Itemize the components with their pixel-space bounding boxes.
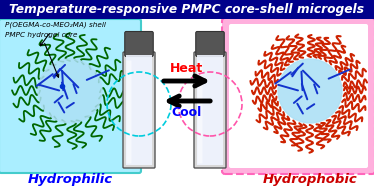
FancyBboxPatch shape [196, 32, 224, 57]
FancyBboxPatch shape [123, 52, 155, 168]
Text: PMPC hydrogel core: PMPC hydrogel core [5, 32, 77, 77]
FancyBboxPatch shape [126, 55, 152, 165]
Text: Temperature-responsive PMPC core-shell microgels: Temperature-responsive PMPC core-shell m… [9, 3, 365, 16]
Text: P(OEGMA-co-MEO₂MA) shell: P(OEGMA-co-MEO₂MA) shell [5, 22, 106, 46]
FancyBboxPatch shape [229, 24, 368, 168]
FancyBboxPatch shape [194, 52, 226, 168]
FancyBboxPatch shape [222, 18, 374, 174]
FancyBboxPatch shape [126, 60, 132, 163]
Text: Hydrophobic: Hydrophobic [263, 173, 358, 185]
Text: Hydrophilic: Hydrophilic [27, 173, 113, 185]
FancyBboxPatch shape [0, 19, 141, 173]
Text: Cool: Cool [172, 106, 202, 119]
FancyBboxPatch shape [197, 55, 223, 165]
FancyBboxPatch shape [197, 60, 202, 163]
FancyBboxPatch shape [125, 32, 153, 57]
Circle shape [278, 59, 342, 123]
Text: Heat: Heat [171, 63, 203, 75]
Bar [0, 0, 374, 19]
Circle shape [38, 59, 102, 123]
